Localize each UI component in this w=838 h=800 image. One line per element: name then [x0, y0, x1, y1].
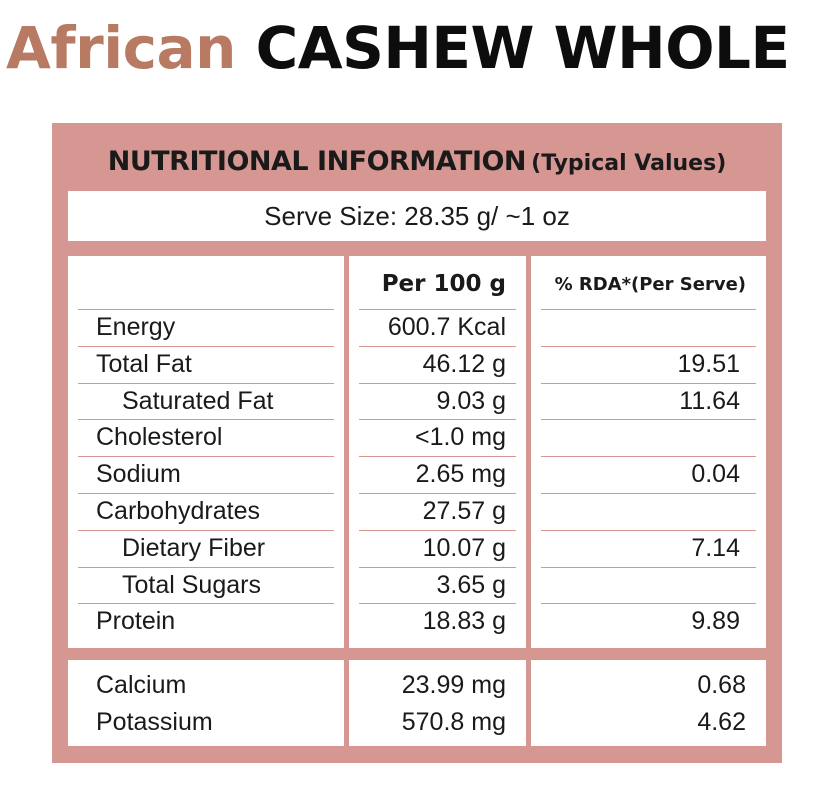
product-name: CASHEW WHOLE — [255, 14, 790, 82]
mineral-rda-column — [531, 660, 766, 746]
nutrient-name: Cholesterol — [96, 423, 223, 452]
row-divider — [78, 567, 334, 568]
nutrient-name: Carbohydrates — [96, 497, 260, 525]
nutrient-rda — [531, 493, 740, 530]
nutrient-name: Total Sugars — [122, 570, 261, 599]
per100-column — [349, 256, 526, 648]
row-divider — [359, 309, 516, 310]
nutrition-heading: NUTRITIONAL INFORMATION (Typical Values) — [52, 123, 782, 191]
product-origin: African — [6, 14, 236, 82]
row-divider — [359, 346, 516, 347]
nutrient-per100: 3.65 g — [436, 570, 506, 599]
nutrient-per100: 600.7 Kcal — [387, 313, 506, 341]
nutrient-name: Saturated Fat — [122, 386, 274, 415]
row-divider — [541, 383, 756, 384]
row-divider — [541, 493, 756, 494]
row-divider — [78, 383, 334, 384]
nutrient-name-column — [68, 256, 344, 648]
row-divider — [78, 603, 334, 604]
nutrient-rda — [531, 309, 740, 346]
nutrition-panel: NUTRITIONAL INFORMATION (Typical Values)… — [52, 123, 782, 763]
nutrient-name: Dietary Fiber — [122, 533, 266, 562]
row-divider — [359, 383, 516, 384]
row-divider — [78, 419, 334, 420]
nutrient-per100: <1.0 mg — [414, 423, 506, 452]
header-per-100g: Per 100 g — [381, 271, 506, 297]
nutrient-per100: 46.12 g — [422, 349, 506, 378]
header-rda-per-serve: % RDA*(Per Serve) — [554, 274, 746, 295]
heading-main: NUTRITIONAL INFORMATION — [107, 146, 527, 177]
row-divider — [78, 530, 334, 531]
nutrient-rda — [531, 567, 740, 604]
row-divider — [541, 346, 756, 347]
mineral-name: Potassium — [96, 707, 213, 736]
nutrient-rda — [531, 419, 740, 456]
nutrient-per100: 27.57 g — [422, 497, 506, 525]
row-divider — [78, 346, 334, 347]
row-divider — [541, 530, 756, 531]
nutrient-per100: 10.07 g — [422, 533, 506, 562]
serve-size: Serve Size: 28.35 g/ ~1 oz — [68, 191, 766, 241]
row-divider — [359, 419, 516, 420]
nutrient-per100: 18.83 g — [422, 607, 506, 636]
row-divider — [541, 603, 756, 604]
nutrient-rda: 7.14 — [691, 533, 740, 562]
nutrient-rda: 19.51 — [677, 349, 740, 378]
row-divider — [541, 419, 756, 420]
nutrient-name: Energy — [96, 313, 176, 341]
rda-column — [531, 256, 766, 648]
product-title: African CASHEW WHOLE — [6, 8, 790, 88]
mineral-rda: 0.68 — [697, 671, 746, 699]
mineral-per100: 23.99 mg — [401, 671, 506, 699]
mineral-name-column — [68, 660, 344, 746]
row-divider — [541, 567, 756, 568]
row-divider — [541, 456, 756, 457]
row-divider — [78, 493, 334, 494]
nutrient-name: Sodium — [96, 460, 181, 489]
row-divider — [359, 567, 516, 568]
mineral-name: Calcium — [96, 671, 187, 699]
row-divider — [359, 530, 516, 531]
row-divider — [359, 493, 516, 494]
row-divider — [78, 309, 334, 310]
nutrient-name: Total Fat — [96, 349, 192, 378]
row-divider — [78, 456, 334, 457]
nutrient-rda: 11.64 — [679, 386, 740, 415]
mineral-per100: 570.8 mg — [401, 707, 506, 736]
nutrient-per100: 9.03 g — [436, 386, 506, 415]
nutrient-per100: 2.65 mg — [415, 460, 506, 489]
heading-sub: (Typical Values) — [531, 151, 727, 176]
nutrient-name: Protein — [96, 607, 176, 636]
nutrient-rda: 9.89 — [691, 607, 740, 636]
row-divider — [359, 603, 516, 604]
row-divider — [541, 309, 756, 310]
mineral-per100-column — [349, 660, 526, 746]
mineral-rda: 4.62 — [697, 707, 746, 736]
row-divider — [359, 456, 516, 457]
nutrient-rda: 0.04 — [691, 460, 740, 489]
